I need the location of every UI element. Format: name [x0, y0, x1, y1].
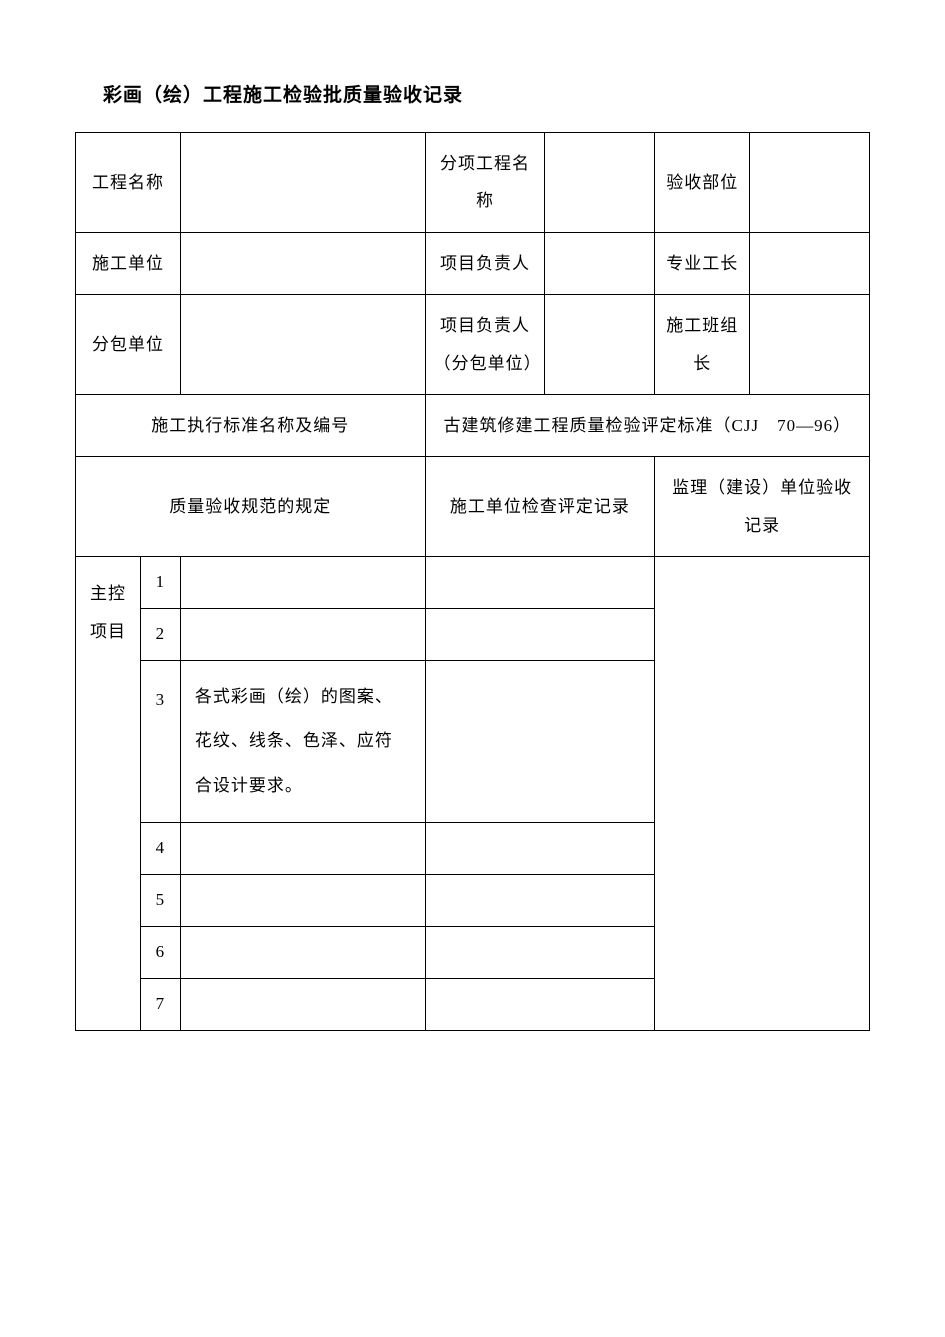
- item-num-7: 7: [140, 978, 180, 1030]
- item-desc-5: [180, 874, 425, 926]
- group-label-main-control: 主控项目: [76, 557, 141, 1031]
- item-check-7: [425, 978, 655, 1030]
- label-pro-foreman: 专业工长: [655, 232, 750, 294]
- item-supervise: [655, 557, 870, 1031]
- value-standard-name: 古建筑修建工程质量检验评定标准（CJJ 70—96）: [425, 394, 869, 456]
- item-num-4: 4: [140, 822, 180, 874]
- item-num-5: 5: [140, 874, 180, 926]
- item-check-1: [425, 557, 655, 609]
- label-subcontract-unit: 分包单位: [76, 295, 181, 395]
- item-check-2: [425, 609, 655, 661]
- value-construction-unit: [180, 232, 425, 294]
- item-desc-1: [180, 557, 425, 609]
- value-accept-part: [750, 133, 870, 233]
- item-check-5: [425, 874, 655, 926]
- value-sub-project-leader: [545, 295, 655, 395]
- item-check-6: [425, 926, 655, 978]
- col-header-spec: 质量验收规范的规定: [76, 457, 426, 557]
- item-desc-4: [180, 822, 425, 874]
- label-standard-name: 施工执行标准名称及编号: [76, 394, 426, 456]
- item-desc-3: 各式彩画（绘）的图案、花纹、线条、色泽、应符合设计要求。: [180, 661, 425, 823]
- label-construction-unit: 施工单位: [76, 232, 181, 294]
- label-sub-project-leader: 项目负责人（分包单位）: [425, 295, 545, 395]
- item-desc-6: [180, 926, 425, 978]
- item-desc-2: [180, 609, 425, 661]
- label-subitem-name: 分项工程名称: [425, 133, 545, 233]
- value-team-leader: [750, 295, 870, 395]
- value-pro-foreman: [750, 232, 870, 294]
- value-subcontract-unit: [180, 295, 425, 395]
- inspection-table: 工程名称 分项工程名称 验收部位 施工单位 项目负责人 专业工长 分包单位 项目…: [75, 132, 870, 1031]
- item-num-2: 2: [140, 609, 180, 661]
- item-num-6: 6: [140, 926, 180, 978]
- label-project-name: 工程名称: [76, 133, 181, 233]
- col-header-check: 施工单位检查评定记录: [425, 457, 655, 557]
- item-check-4: [425, 822, 655, 874]
- item-num-3: 3: [140, 661, 180, 823]
- item-num-1: 1: [140, 557, 180, 609]
- item-desc-7: [180, 978, 425, 1030]
- value-subitem-name: [545, 133, 655, 233]
- col-header-supervise: 监理（建设）单位验收记录: [655, 457, 870, 557]
- page-title: 彩画（绘）工程施工检验批质量验收记录: [103, 80, 870, 107]
- value-project-leader: [545, 232, 655, 294]
- label-project-leader: 项目负责人: [425, 232, 545, 294]
- item-check-3: [425, 661, 655, 823]
- label-accept-part: 验收部位: [655, 133, 750, 233]
- label-team-leader: 施工班组长: [655, 295, 750, 395]
- value-project-name: [180, 133, 425, 233]
